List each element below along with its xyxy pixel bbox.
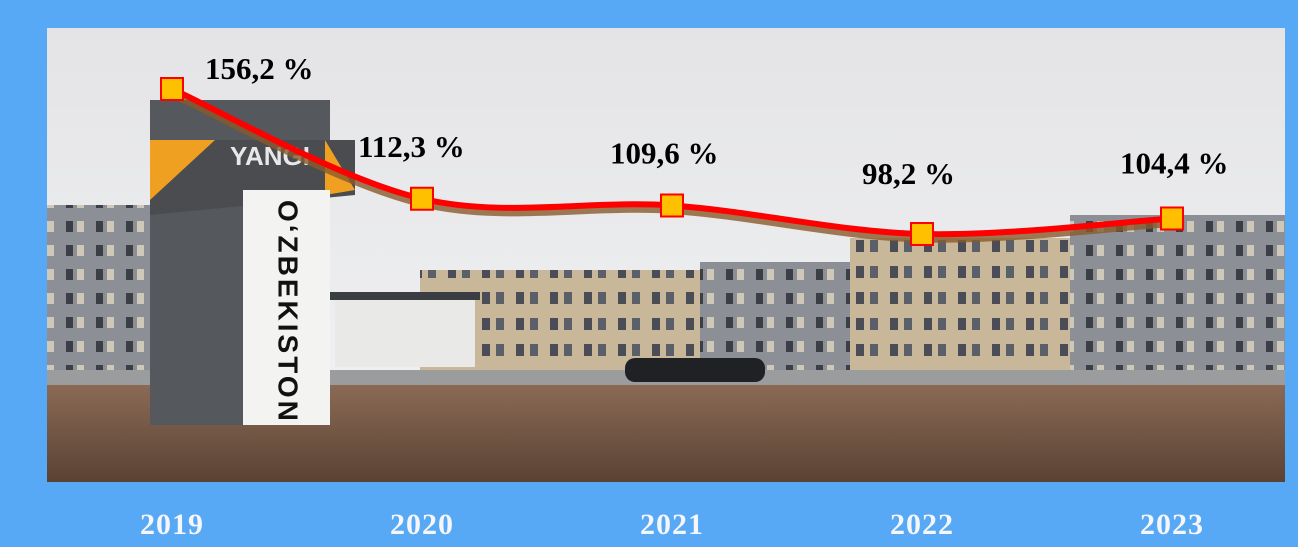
x-tick-label: 2023 [1140, 508, 1204, 541]
marker [660, 193, 684, 218]
data-label: 109,6 % [610, 136, 719, 171]
x-tick-label: 2020 [390, 508, 454, 541]
data-label: 112,3 % [358, 129, 465, 164]
marker [910, 222, 934, 246]
marker [160, 77, 184, 101]
photo: YANGI OʻZBEKISTON [47, 28, 1285, 482]
x-tick-label: 2021 [640, 508, 704, 541]
data-label: 104,4 % [1120, 146, 1229, 181]
marker [1160, 206, 1184, 231]
data-label: 156,2 % [205, 51, 314, 86]
x-tick-label: 2019 [140, 508, 204, 541]
sign-text: OʻZBEKISTON [273, 200, 304, 424]
data-label: 98,2 % [862, 156, 955, 191]
x-tick-label: 2022 [890, 508, 954, 541]
marker [410, 186, 434, 211]
